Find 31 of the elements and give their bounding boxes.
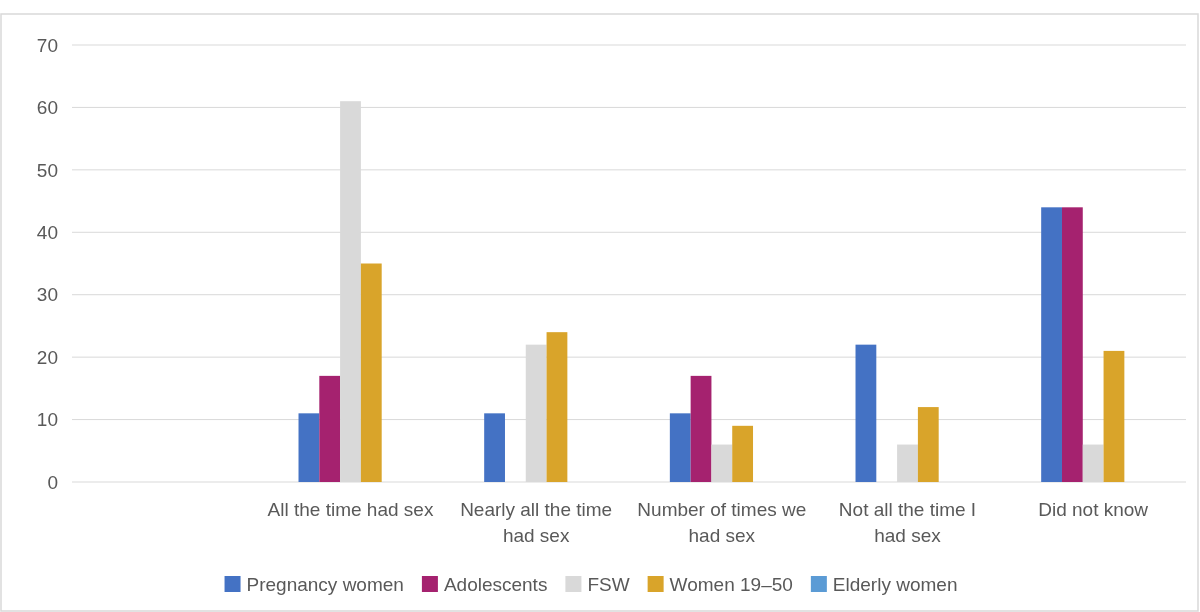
- y-tick-label: 60: [36, 97, 58, 119]
- bar: [669, 413, 691, 482]
- y-tick-label: 30: [36, 284, 58, 306]
- y-tick-label: 50: [36, 159, 58, 181]
- y-tick-label: 0: [47, 471, 58, 493]
- bar: [917, 407, 939, 482]
- bar: [690, 375, 712, 482]
- bar: [484, 413, 505, 482]
- x-tick-label: Not all the time I had sex: [838, 499, 977, 546]
- bar: [1061, 207, 1083, 482]
- legend-label: FSW: [587, 573, 630, 595]
- bar: [855, 344, 877, 482]
- bar: [319, 375, 341, 482]
- x-tick-label: Number of times we had sex: [637, 499, 807, 546]
- legend-label: Adolescents: [443, 573, 548, 595]
- bar: [732, 425, 754, 482]
- bar: [546, 332, 568, 482]
- y-tick-label: 20: [36, 346, 58, 368]
- y-tick-label: 70: [36, 34, 58, 56]
- legend-label: Women 19–50: [669, 573, 793, 595]
- bar: [1103, 350, 1125, 482]
- bar: [360, 263, 382, 482]
- y-tick-label: 10: [36, 409, 58, 431]
- x-tick-label: Nearly all the time had sex: [460, 499, 613, 546]
- x-tick-label: All the time had sex: [267, 499, 434, 520]
- bar: [1041, 207, 1062, 482]
- bar: [298, 413, 320, 482]
- x-tick-label: Did not know: [1038, 499, 1149, 520]
- y-tick-label: 40: [36, 221, 58, 243]
- legend-label: Elderly women: [832, 573, 958, 595]
- legend-label: Pregnancy women: [246, 573, 404, 595]
